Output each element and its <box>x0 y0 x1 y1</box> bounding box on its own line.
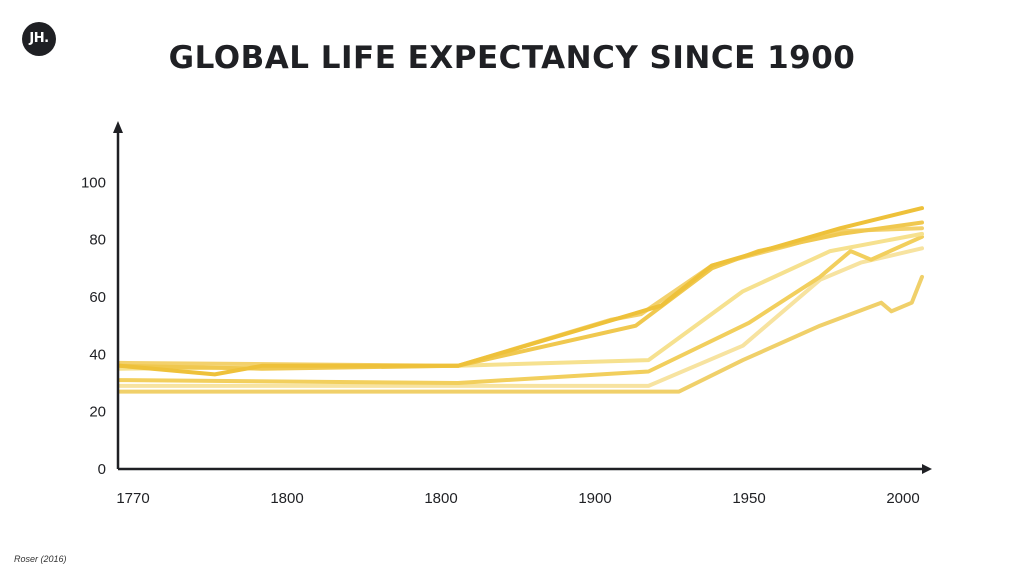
y-tick-label: 0 <box>98 461 106 478</box>
y-tick-label: 20 <box>89 404 106 421</box>
y-tick-label: 80 <box>89 232 106 249</box>
x-axis-arrow <box>922 464 932 474</box>
axes-layer <box>113 121 932 474</box>
x-tick-label: 1770 <box>116 490 149 507</box>
y-axis-arrow <box>113 121 123 133</box>
x-tick-label: 1900 <box>578 490 611 507</box>
chart-title: GLOBAL LIFE EXPECTANCY SINCE 1900 <box>168 40 856 76</box>
y-tick-label: 60 <box>89 289 106 306</box>
source-note: Roser (2016) <box>14 554 67 564</box>
series-layer <box>118 206 924 394</box>
x-tick-label: 1800 <box>270 490 303 507</box>
x-tick-label: 1800 <box>424 490 457 507</box>
x-tick-labels: 1770 1800 1800 1900 1950 2000 <box>116 490 919 507</box>
y-tick-label: 100 <box>81 174 106 191</box>
x-tick-label: 2000 <box>886 490 919 507</box>
y-tick-label: 40 <box>89 346 106 363</box>
series-line-7 <box>118 274 924 394</box>
series-line-5 <box>118 234 924 385</box>
series-line-1 <box>118 206 924 377</box>
jh-logo: JH. <box>22 22 56 56</box>
x-tick-label: 1950 <box>732 490 765 507</box>
y-tick-labels: 0 20 40 60 80 100 <box>81 174 106 478</box>
